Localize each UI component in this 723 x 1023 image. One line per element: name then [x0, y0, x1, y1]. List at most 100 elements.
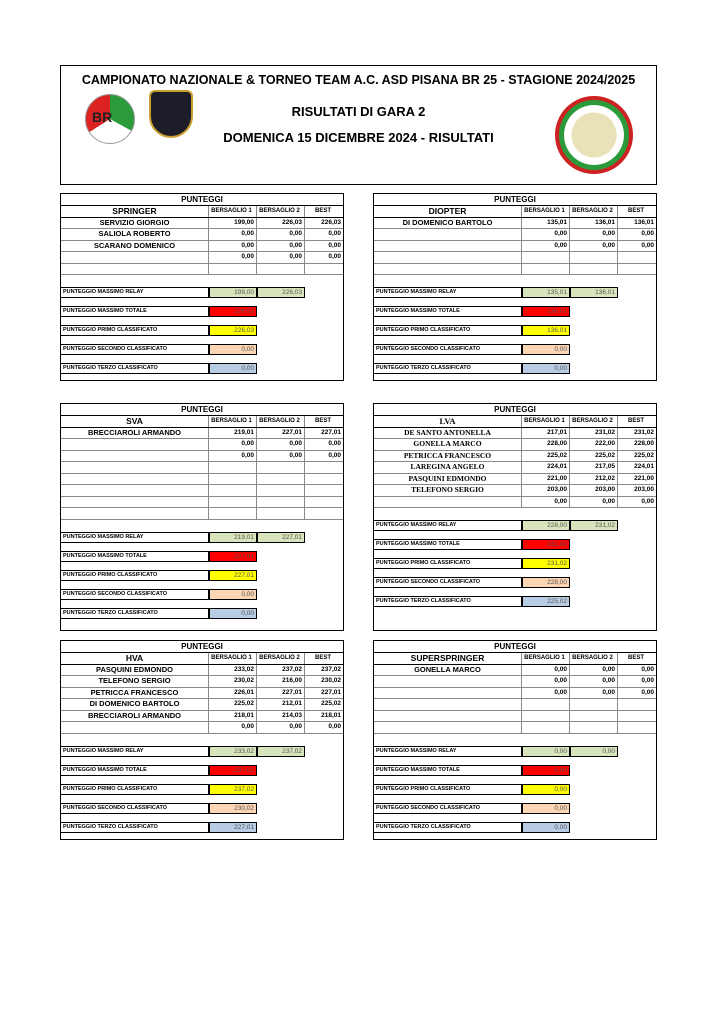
summary-value: 0,00: [522, 764, 570, 776]
table-row: [61, 263, 343, 275]
best-score: 0,00: [641, 497, 654, 505]
summary-value: 0,00: [209, 588, 257, 600]
coni-tav-pisana-logo: [149, 90, 193, 138]
best-score: 230,02: [321, 677, 341, 684]
best-score: [305, 474, 343, 485]
summary-secondo: PUNTEGGIO SECONDO CLASSIFICATO 0,00: [61, 585, 343, 604]
summary-primo: PUNTEGGIO PRIMO CLASSIFICATO 0,00: [374, 780, 656, 799]
bersaglio-2-score: [570, 722, 618, 733]
bersaglio-2-score: 203,00: [570, 485, 618, 496]
table-row: 0,00 0,00 0,00: [61, 252, 343, 264]
best-score: 226,03: [321, 218, 341, 226]
br-italia-logo: BR: [85, 94, 135, 144]
bersaglio-1-score: 0,00: [209, 450, 257, 461]
relay-bersaglio-1: 228,00: [522, 520, 570, 531]
table-row: 0,00 0,00 0,00: [374, 687, 656, 699]
summary-label: PUNTEGGIO TERZO CLASSIFICATO: [61, 607, 209, 619]
shooter-name: PASQUINI EDMONDO: [61, 664, 209, 675]
results-table-hva: PUNTEGGI HVA BERSAGLIO 1 BERSAGLIO 2 BES…: [60, 640, 344, 840]
bersaglio-2-score: 0,00: [257, 252, 305, 263]
race-title: RISULTATI DI GARA 2: [291, 104, 426, 119]
summary-relay: PUNTEGGIO MASSIMO RELAY 0,00 0,00: [374, 742, 656, 761]
table-row: DI DOMENICO BARTOLO 135,01 136,01 136,01: [374, 217, 656, 229]
summary-primo: PUNTEGGIO PRIMO CLASSIFICATO 231,02: [374, 554, 656, 573]
race-date: DOMENICA 15 DICEMBRE 2024 - RISULTATI: [223, 130, 494, 145]
best-score: 0,00: [641, 665, 654, 673]
summary-secondo: PUNTEGGIO SECONDO CLASSIFICATO 230,02: [61, 799, 343, 818]
table-row: [61, 496, 343, 508]
relay-bersaglio-2: 226,03: [257, 287, 305, 298]
shooter-name: LAREGINA ANGELO: [374, 462, 522, 473]
shooter-name: BRECCIAROLI ARMANDO: [61, 710, 209, 721]
summary-terzo: PUNTEGGIO TERZO CLASSIFICATO 0,00: [374, 818, 656, 837]
best-score: [305, 462, 343, 473]
summary-label: PUNTEGGIO MASSIMO TOTALE: [374, 539, 522, 550]
summary-value: 227,01: [209, 569, 257, 581]
bersaglio-1-score: 0,00: [522, 664, 570, 675]
summary-value: 226,03: [209, 306, 257, 317]
col-header-best: BEST: [314, 208, 331, 214]
summary-value: 225,02: [522, 596, 570, 607]
col-header-bersaglio-1: BERSAGLIO 1: [209, 206, 257, 217]
bersaglio-1-score: 233,02: [209, 664, 257, 675]
table-row: [61, 473, 343, 485]
summary-totale: PUNTEGGIO MASSIMO TOTALE 136,01: [374, 302, 656, 321]
summary-label: PUNTEGGIO TERZO CLASSIFICATO: [374, 363, 522, 374]
col-header-bersaglio-2: BERSAGLIO 2: [257, 206, 305, 217]
summary-relay: PUNTEGGIO MASSIMO RELAY 199,00 226,03: [61, 283, 343, 302]
bersaglio-2-score: 212,02: [570, 473, 618, 484]
bersaglio-2-score: 227,01: [257, 687, 305, 698]
table-row: [61, 485, 343, 497]
summary-value: 0,00: [522, 783, 570, 795]
table-row: PETRICCA FRANCESCO 225,02 225,02 225,02: [374, 450, 656, 462]
shooter-name: [374, 722, 522, 733]
summary-totale: PUNTEGGIO MASSIMO TOTALE 226,03: [61, 302, 343, 321]
bersaglio-1-score: 0,00: [522, 676, 570, 687]
bersaglio-2-score: 225,02: [570, 450, 618, 461]
relay-bersaglio-2: 237,02: [257, 745, 305, 757]
col-header-best: BEST: [314, 655, 331, 661]
col-header-bersaglio-1: BERSAGLIO 1: [522, 206, 570, 217]
category-header: SUPERSPRINGER: [374, 653, 522, 664]
best-score: 218,01: [321, 711, 341, 719]
best-score: 0,00: [641, 688, 654, 696]
shooter-name: [61, 462, 209, 473]
bersaglio-2-score: 0,00: [570, 496, 618, 507]
summary-relay: PUNTEGGIO MASSIMO RELAY 233,02 237,02: [61, 742, 343, 761]
shooter-name: TELEFONO SERGIO: [374, 485, 522, 496]
bersaglio-2-score: 217,05: [570, 462, 618, 473]
shooter-name: [374, 240, 522, 251]
best-score: [618, 699, 656, 710]
table-row: GONELLA MARCO 228,00 222,00 228,00: [374, 439, 656, 451]
bersaglio-1-score: [209, 473, 257, 484]
table-title: PUNTEGGI: [374, 641, 656, 653]
summary-terzo: PUNTEGGIO TERZO CLASSIFICATO 0,00: [374, 359, 656, 378]
summary-primo: PUNTEGGIO PRIMO CLASSIFICATO 227,01: [61, 566, 343, 585]
bersaglio-1-score: 0,00: [209, 722, 257, 733]
bersaglio-1-score: [522, 263, 570, 274]
table-row: 0,00 0,00 0,00: [374, 676, 656, 688]
table-title: PUNTEGGI: [61, 194, 343, 206]
results-table-springer: PUNTEGGI SPRINGER BERSAGLIO 1 BERSAGLIO …: [60, 193, 344, 381]
table-row: 0,00 0,00 0,00: [61, 439, 343, 451]
bersaglio-2-score: 216,00: [257, 676, 305, 687]
summary-primo: PUNTEGGIO PRIMO CLASSIFICATO 136,01: [374, 321, 656, 340]
best-score: 237,02: [321, 665, 341, 673]
bersaglio-1-score: 0,00: [209, 240, 257, 251]
category-header: LVA: [374, 416, 522, 427]
summary-terzo: PUNTEGGIO TERZO CLASSIFICATO 225,02: [374, 592, 656, 611]
relay-bersaglio-2: 0,00: [570, 745, 618, 757]
bersaglio-1-score: 219,01: [209, 427, 257, 438]
shooter-name: BRECCIAROLI ARMANDO: [61, 427, 209, 438]
bersaglio-2-score: [570, 710, 618, 721]
bersaglio-1-score: 0,00: [209, 229, 257, 240]
col-header-best: BEST: [627, 418, 644, 424]
shooter-name: [61, 263, 209, 274]
summary-label: PUNTEGGIO MASSIMO RELAY: [374, 520, 522, 531]
shooter-name: [61, 508, 209, 519]
summary-label: PUNTEGGIO PRIMO CLASSIFICATO: [61, 783, 209, 795]
bersaglio-1-score: 135,01: [522, 217, 570, 228]
summary-label: PUNTEGGIO MASSIMO RELAY: [61, 745, 209, 757]
relay-bersaglio-1: 199,00: [209, 287, 257, 298]
summary-value: 0,00: [522, 802, 570, 814]
